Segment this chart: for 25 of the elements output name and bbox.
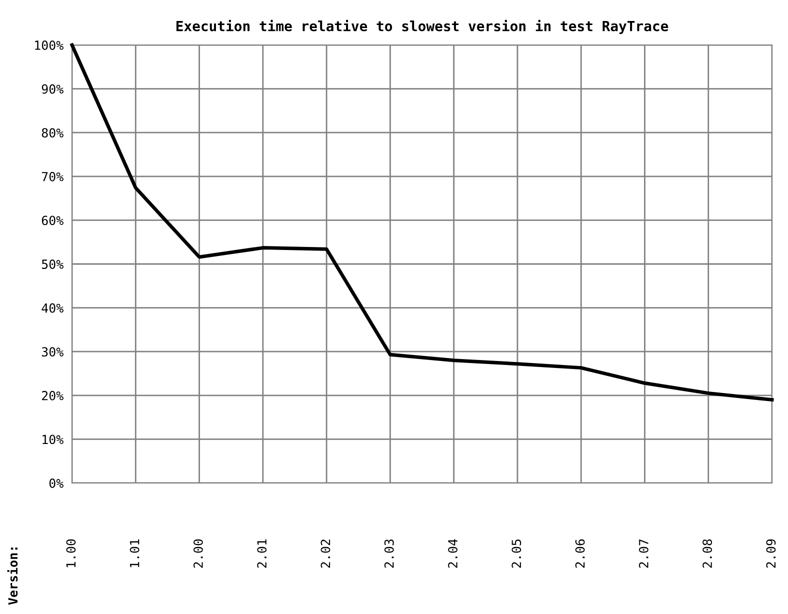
x-tick-label: 2.06 (575, 539, 585, 568)
x-tick-label: 1.01 (130, 539, 140, 568)
x-tick-label: 2.00 (193, 539, 203, 568)
x-tick-label: 2.04 (448, 539, 458, 568)
x-tick-label: 2.08 (702, 539, 712, 568)
text: Version: (7, 548, 18, 605)
y-tick-label: 90% (42, 84, 64, 94)
x-tick-label: 2.07 (638, 539, 648, 568)
y-tick-label: 30% (42, 347, 64, 357)
x-tick-label: 2.02 (320, 540, 330, 568)
x-tick-label: 1.00 (66, 539, 76, 568)
x-tick-label: 2.01 (257, 539, 267, 568)
y-tick-label: 20% (42, 390, 64, 400)
y-tick-label: 0% (49, 478, 64, 488)
x-tick-label: 2.05 (512, 540, 522, 568)
y-tick-label: 60% (42, 216, 64, 226)
x-tick-label: 2.09 (766, 539, 776, 568)
y-tick-label: 80% (42, 128, 64, 138)
chart-title: Execution time relative to slowest version in test RayTrace (176, 20, 668, 34)
x-tick-label: 2.03 (384, 539, 394, 568)
y-tick-label: 50% (42, 260, 64, 269)
y-tick-label: 40% (42, 303, 64, 313)
y-tick-label: 100% (35, 40, 64, 50)
y-tick-label: 70% (42, 172, 64, 182)
y-tick-label: 10% (42, 434, 64, 444)
